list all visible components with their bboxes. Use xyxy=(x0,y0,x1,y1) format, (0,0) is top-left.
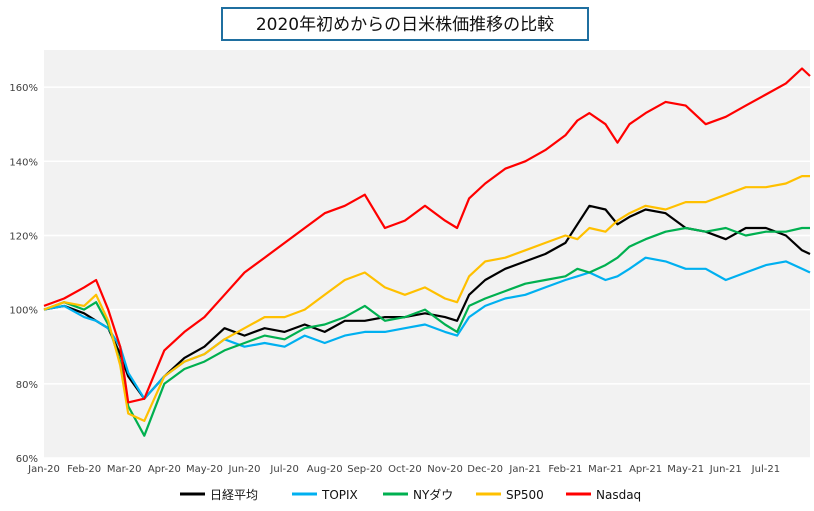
x-tick-label: Jan-20 xyxy=(27,464,60,475)
y-tick-label: 100% xyxy=(9,306,38,317)
x-axis-ticks: Jan-20 Feb-20 Mar-20 Apr-20 May-20 Jun-20 Jul-… xyxy=(27,464,780,475)
plot-area xyxy=(44,50,810,458)
y-tick-label: 140% xyxy=(9,157,38,168)
x-tick-label: Jun-21 xyxy=(709,464,742,475)
legend-label: 日経平均 xyxy=(210,488,258,502)
legend-label: SP500 xyxy=(506,488,544,502)
series-line-SP500 xyxy=(43,175,810,422)
x-tick-label: Feb-21 xyxy=(548,464,582,475)
x-tick-label: Oct-20 xyxy=(388,464,422,475)
y-tick-label: 160% xyxy=(9,83,38,94)
x-tick-label: Jul-21 xyxy=(751,464,780,475)
x-tick-label: Mar-21 xyxy=(588,464,623,475)
y-tick-label: 60% xyxy=(16,454,38,465)
series-lines xyxy=(43,67,811,437)
series-line-TOPIX xyxy=(43,256,811,400)
y-tick-label: 80% xyxy=(16,380,38,391)
x-tick-label: Apr-21 xyxy=(629,464,662,475)
legend: 日経平均 TOPIX NYダウ SP500 Nasdaq xyxy=(180,487,641,502)
chart-title: 2020年初めからの日米株価推移の比較 xyxy=(221,7,589,41)
title-text: 2020年初めからの日米株価推移の比較 xyxy=(256,15,554,35)
y-tick-label: 120% xyxy=(9,231,38,242)
series-line-Nasdaq xyxy=(43,67,811,404)
x-tick-label: May-21 xyxy=(667,464,704,475)
y-axis-ticks: 60% 80% 100% 120% 140% 160% xyxy=(9,83,38,465)
legend-label: Nasdaq xyxy=(596,488,641,502)
x-tick-label: Apr-20 xyxy=(148,464,181,475)
x-tick-label: Aug-20 xyxy=(307,464,343,475)
title-frame xyxy=(221,7,589,41)
legend-label: NYダウ xyxy=(413,487,453,502)
x-tick-label: Dec-20 xyxy=(467,464,503,475)
x-tick-label: Nov-20 xyxy=(427,464,463,475)
legend-label: TOPIX xyxy=(321,488,358,502)
x-tick-label: Jan-21 xyxy=(508,464,541,475)
x-tick-label: May-20 xyxy=(186,464,223,475)
x-tick-label: Sep-20 xyxy=(347,464,382,475)
gridlines xyxy=(44,86,810,459)
series-line-NYダウ xyxy=(43,226,810,437)
x-tick-label: Jul-20 xyxy=(269,464,298,475)
x-tick-label: Jun-20 xyxy=(228,464,261,475)
x-tick-label: Mar-20 xyxy=(107,464,142,475)
x-tick-label: Feb-20 xyxy=(67,464,101,475)
